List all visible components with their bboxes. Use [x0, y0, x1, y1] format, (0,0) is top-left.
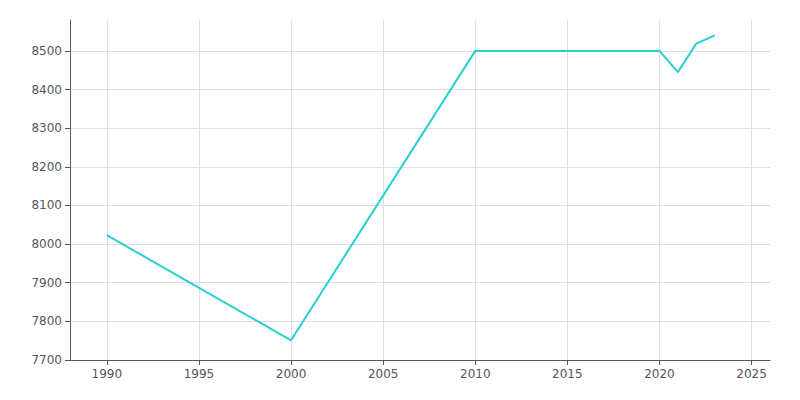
- svg-text:8100: 8100: [31, 198, 62, 212]
- svg-text:7900: 7900: [31, 276, 62, 290]
- svg-text:1990: 1990: [92, 367, 123, 381]
- svg-text:8200: 8200: [31, 160, 62, 174]
- svg-text:8400: 8400: [31, 83, 62, 97]
- svg-text:1995: 1995: [184, 367, 215, 381]
- svg-text:2010: 2010: [460, 367, 491, 381]
- svg-text:8500: 8500: [31, 44, 62, 58]
- svg-text:2020: 2020: [644, 367, 675, 381]
- svg-text:2000: 2000: [276, 367, 307, 381]
- svg-text:7700: 7700: [31, 353, 62, 367]
- svg-text:8000: 8000: [31, 237, 62, 251]
- svg-text:2005: 2005: [368, 367, 399, 381]
- svg-text:7800: 7800: [31, 314, 62, 328]
- svg-text:2025: 2025: [736, 367, 767, 381]
- svg-text:2015: 2015: [552, 367, 583, 381]
- svg-text:8300: 8300: [31, 121, 62, 135]
